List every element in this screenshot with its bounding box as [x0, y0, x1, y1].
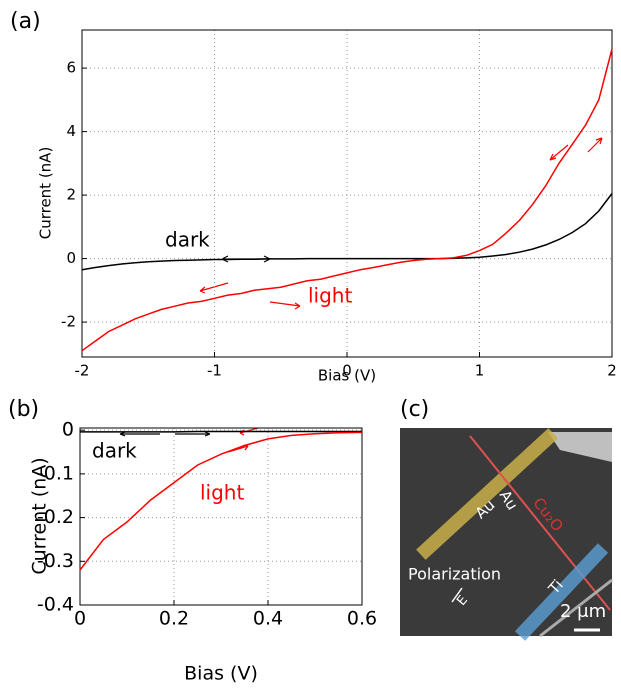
panel-label: (b)	[8, 397, 39, 422]
x-tick-label: 0.6	[347, 608, 377, 630]
y-tick-label: 0	[66, 249, 76, 267]
label: Polarization	[408, 565, 501, 584]
x-tick-label: 2	[607, 362, 617, 380]
x-tick-label: 1	[475, 362, 485, 380]
x-tick-label: 0.4	[253, 608, 283, 630]
y-tick-label: 6	[66, 59, 76, 77]
x-tick-label: 0.2	[159, 608, 189, 630]
x-tick-label: 0	[74, 608, 86, 630]
y-tick-label: 4	[66, 122, 76, 140]
series-label: dark	[92, 439, 137, 463]
y-tick-label: -2	[61, 313, 76, 331]
x-axis-label: Bias (V)	[318, 367, 376, 385]
y-tick-label: 0	[62, 419, 74, 441]
y-tick-label: 2	[66, 186, 76, 204]
x-tick-label: -1	[207, 362, 222, 380]
x-tick-label: -2	[75, 362, 90, 380]
figure: Au Au Cu₂O Ti Polarization E 2 μm (c) -2…	[0, 0, 621, 688]
x-axis-label: Bias (V)	[184, 663, 258, 685]
plot-frame	[82, 30, 612, 357]
panel-label: (a)	[10, 9, 41, 34]
arrows	[120, 256, 270, 436]
micrograph: Au Au Cu₂O Ti Polarization E 2 μm	[400, 428, 612, 636]
series-label: light	[308, 284, 352, 308]
series-label: dark	[165, 228, 210, 252]
series-label: light	[200, 481, 244, 505]
label: 2 μm	[560, 601, 606, 622]
y-axis-label: Current (nA)	[29, 457, 51, 574]
y-tick-label: -0.4	[37, 594, 74, 616]
y-axis-label: Current (nA)	[37, 147, 55, 240]
panel-label: (c)	[400, 397, 429, 422]
